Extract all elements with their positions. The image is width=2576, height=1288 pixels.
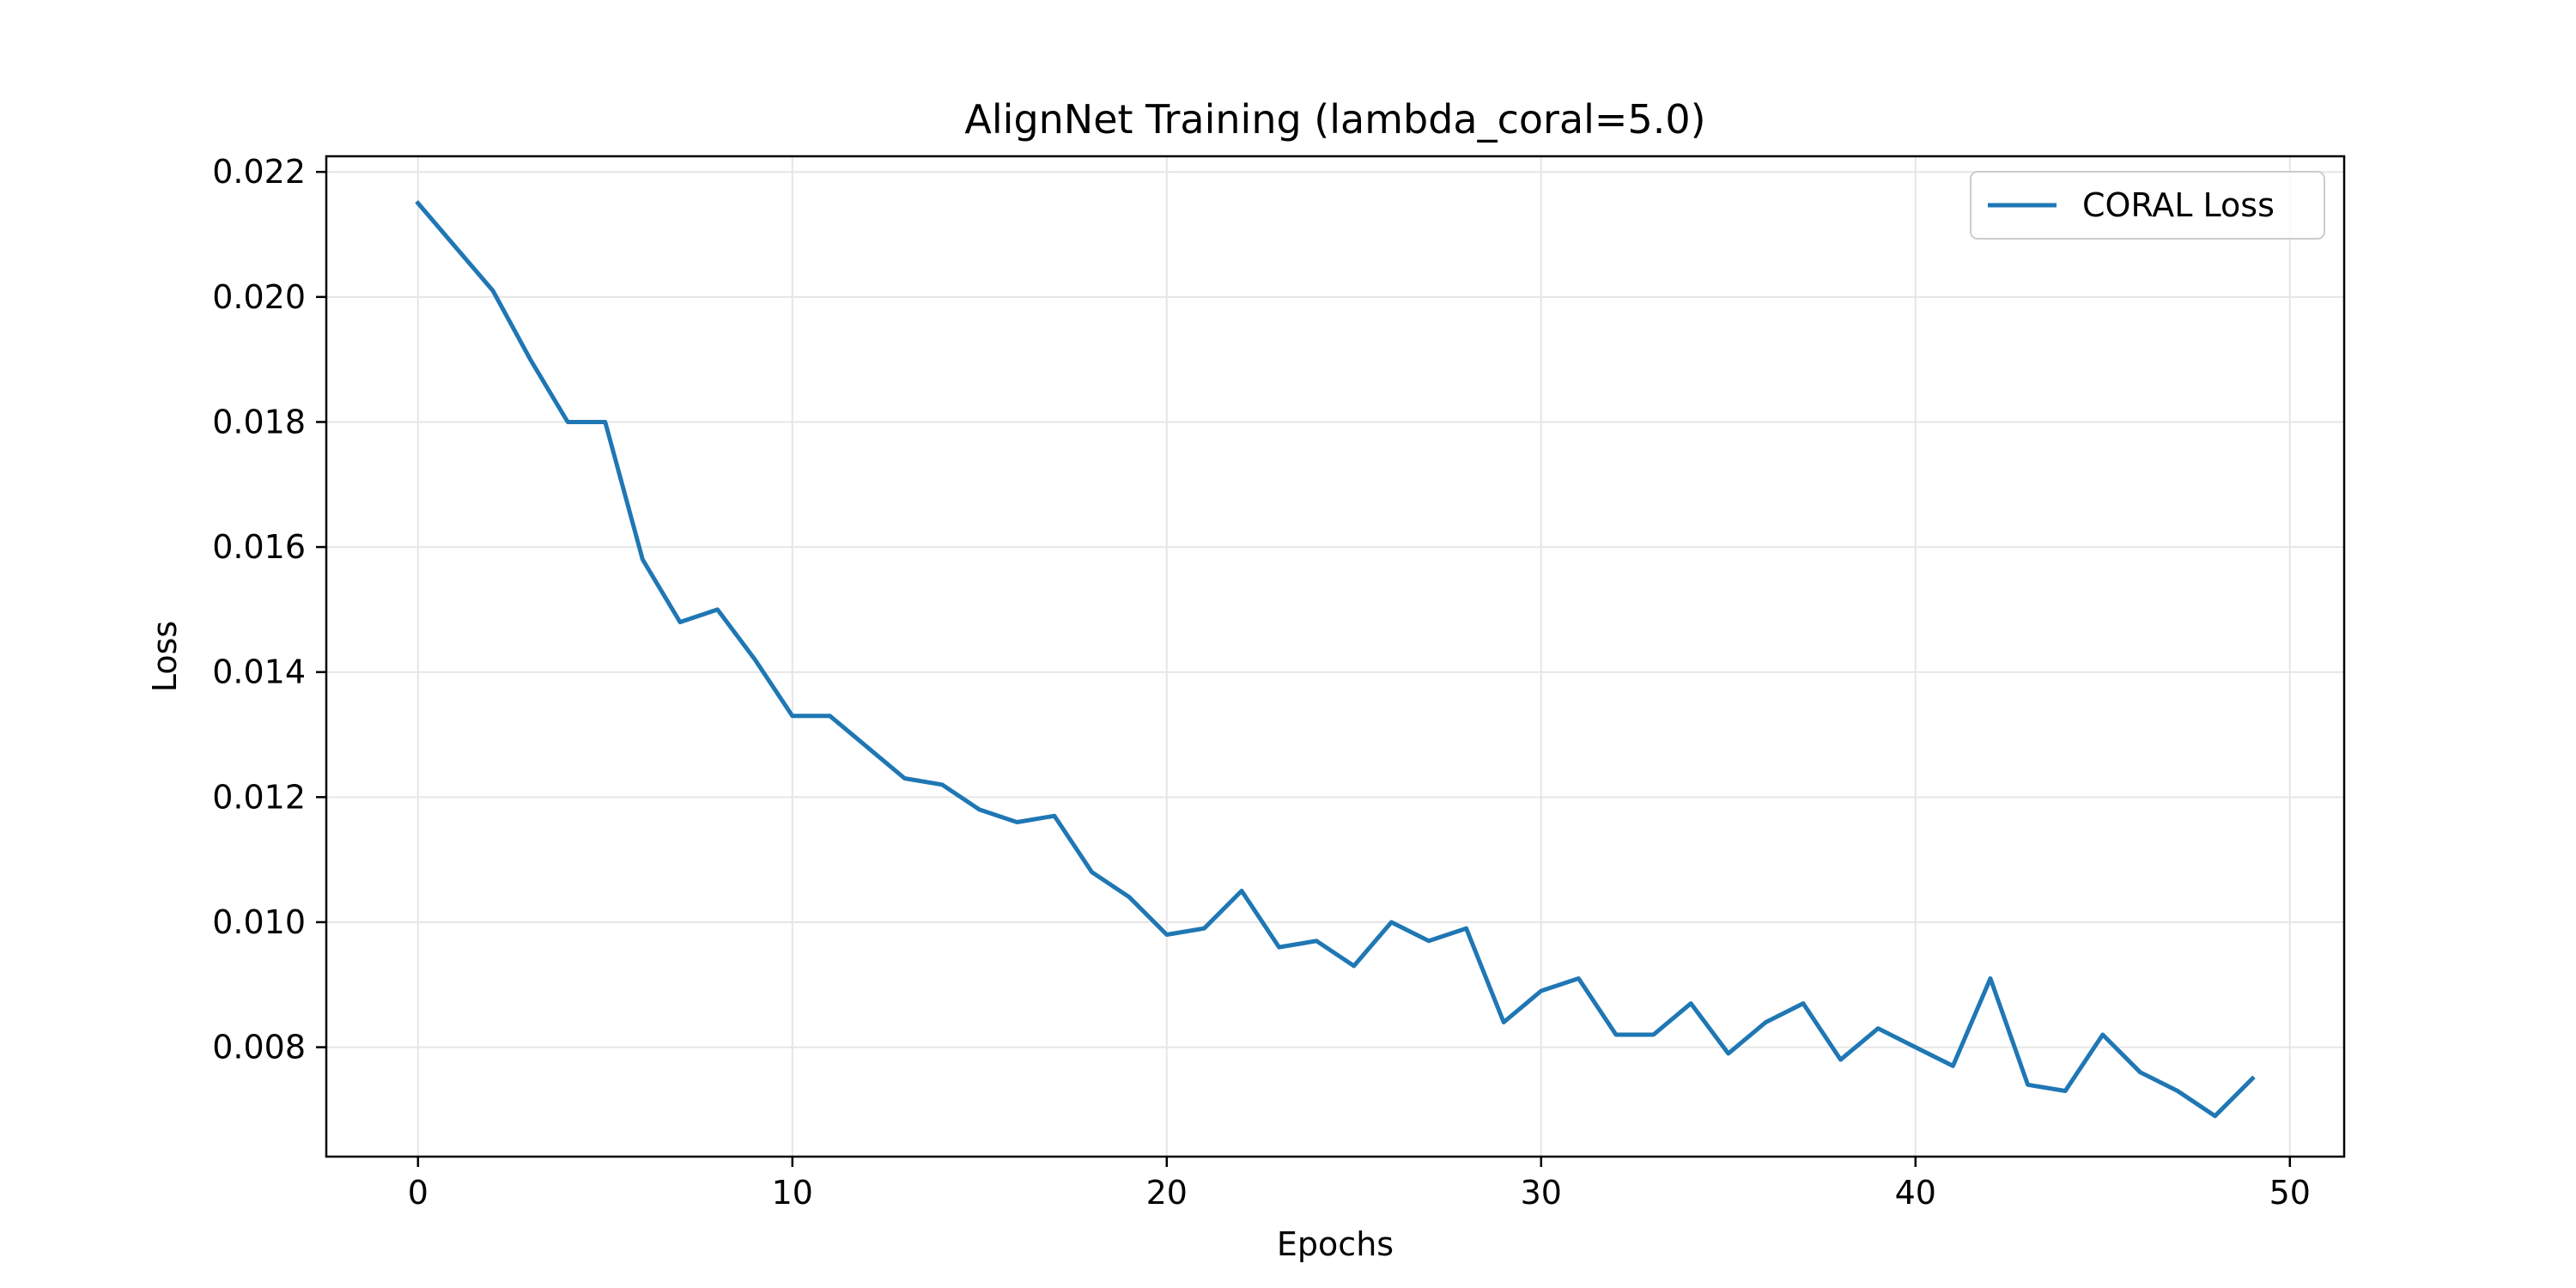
x-tick-label: 50 [2269, 1174, 2311, 1212]
x-tick-label: 30 [1521, 1174, 1562, 1212]
chart-title: AlignNet Training (lambda_coral=5.0) [964, 96, 1705, 143]
grid [326, 156, 2344, 1157]
x-axis-ticks: 0 10 20 30 40 50 [408, 1157, 2311, 1212]
y-tick-label: 0.008 [212, 1029, 306, 1066]
series-line-coral-loss [415, 200, 2256, 1119]
y-tick-label: 0.010 [212, 903, 306, 941]
x-tick-label: 20 [1146, 1174, 1188, 1212]
y-tick-label: 0.016 [212, 528, 306, 566]
legend-box [1970, 171, 2325, 240]
y-tick-label: 0.014 [212, 653, 306, 691]
legend: CORAL Loss [1970, 171, 2325, 240]
y-tick-label: 0.020 [212, 278, 306, 316]
y-axis-ticks: 0.008 0.010 0.012 0.014 0.016 0.018 0.020 0.022 [212, 153, 326, 1066]
x-tick-label: 10 [772, 1174, 813, 1212]
y-tick-label: 0.018 [212, 403, 306, 440]
x-tick-label: 40 [1895, 1174, 1936, 1212]
y-tick-label: 0.012 [212, 778, 306, 816]
plot-frame [325, 155, 2346, 1158]
x-tick-label: 0 [408, 1174, 428, 1212]
y-tick-label: 0.022 [212, 153, 306, 191]
series-layer [415, 200, 2256, 1119]
y-axis-title: Loss [146, 621, 184, 692]
x-axis-title: Epochs [1277, 1225, 1394, 1263]
legend-label: CORAL Loss [2082, 186, 2275, 224]
